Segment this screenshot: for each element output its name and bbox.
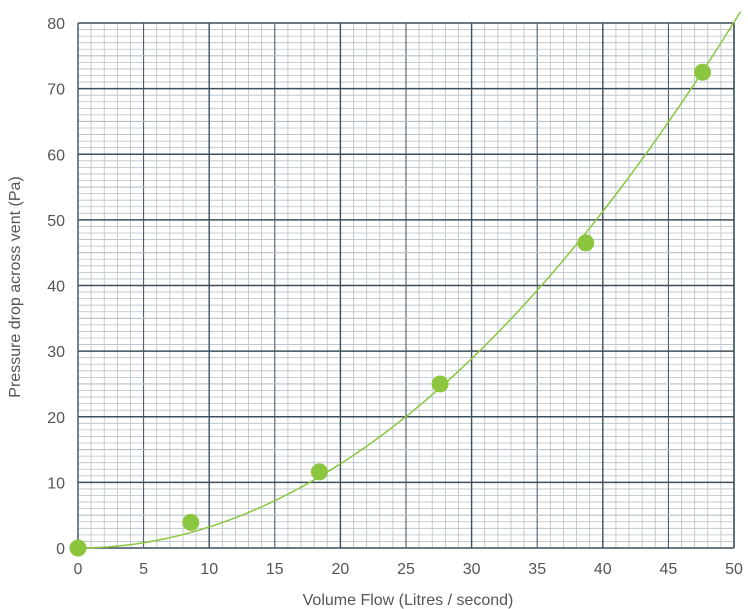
x-tick-labels: 0 5 10 15 20 25 30 35 40 45 50 bbox=[74, 561, 743, 578]
data-point bbox=[577, 234, 595, 252]
data-point bbox=[431, 375, 449, 393]
data-point bbox=[310, 463, 328, 481]
x-tick-label: 30 bbox=[463, 561, 481, 578]
x-tick-label: 35 bbox=[528, 561, 546, 578]
data-point bbox=[69, 539, 87, 557]
x-tick-label: 15 bbox=[266, 561, 284, 578]
trend-line bbox=[77, 11, 742, 549]
y-tick-label: 70 bbox=[47, 82, 65, 99]
x-tick-label: 25 bbox=[397, 561, 415, 578]
x-axis-label: Volume Flow (Litres / second) bbox=[303, 592, 514, 609]
x-tick-label: 20 bbox=[332, 561, 350, 578]
y-tick-label: 0 bbox=[56, 541, 65, 558]
y-tick-label: 40 bbox=[47, 279, 65, 296]
y-axis-label: Pressure drop across vent (Pa) bbox=[7, 176, 24, 397]
y-tick-labels: 0 10 20 30 40 50 60 70 80 bbox=[47, 16, 65, 558]
x-tick-label: 40 bbox=[594, 561, 612, 578]
y-tick-label: 30 bbox=[47, 344, 65, 361]
trend-line-layer bbox=[77, 11, 742, 549]
y-tick-label: 60 bbox=[47, 147, 65, 164]
y-tick-label: 10 bbox=[47, 475, 65, 492]
x-tick-label: 10 bbox=[200, 561, 218, 578]
y-tick-label: 20 bbox=[47, 410, 65, 427]
x-tick-label: 45 bbox=[660, 561, 678, 578]
major-gridlines bbox=[77, 22, 735, 549]
y-tick-label: 80 bbox=[47, 16, 65, 33]
y-tick-label: 50 bbox=[47, 213, 65, 230]
x-tick-label: 50 bbox=[725, 561, 743, 578]
data-point bbox=[694, 63, 712, 81]
x-tick-label: 0 bbox=[74, 561, 83, 578]
data-points bbox=[69, 63, 712, 557]
data-point bbox=[182, 513, 200, 531]
x-tick-label: 5 bbox=[139, 561, 148, 578]
